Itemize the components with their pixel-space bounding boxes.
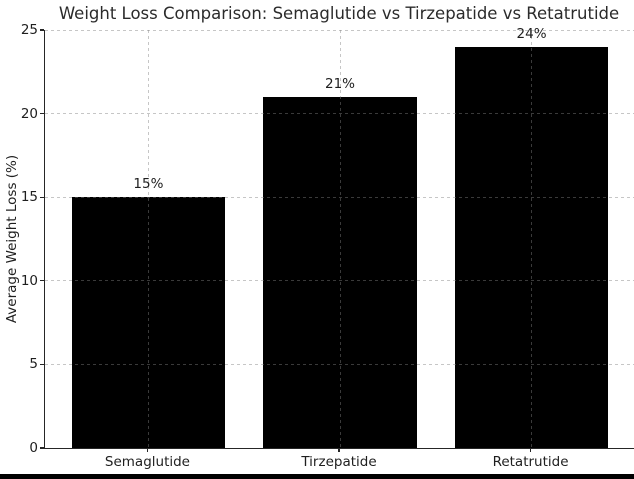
y-tick-mark-5	[39, 363, 44, 365]
plot-area: 15% 21% 24%	[44, 25, 634, 449]
gridline-x-tirzepatide	[339, 30, 341, 448]
gridline-y-5	[45, 363, 634, 365]
gridline-y-25	[45, 29, 634, 31]
bottom-edge-strip	[0, 474, 634, 479]
gridline-y-20	[45, 113, 634, 115]
bar-retatrutide	[454, 46, 609, 448]
x-tick-label-semaglutide: Semaglutide	[104, 454, 190, 470]
bar-value-label-tirzepatide: 21%	[324, 75, 356, 92]
y-tick-label-0: 0	[29, 440, 38, 456]
y-axis-label: Average Weight Loss (%)	[4, 154, 20, 324]
x-tick-mark-tirzepatide	[338, 448, 340, 452]
y-tick-label-20: 20	[20, 105, 38, 122]
y-tick-mark-15	[39, 196, 44, 198]
bar-value-label-semaglutide: 15%	[133, 176, 164, 193]
chart-title: Weight Loss Comparison: Semaglutide vs T…	[58, 4, 620, 23]
x-tick-label-tirzepatide: Tirzepatide	[301, 454, 377, 470]
x-tick-mark-semaglutide	[146, 448, 149, 452]
y-tick-mark-20	[39, 113, 44, 115]
x-tick-label-retatrutide: Retatrutide	[492, 454, 569, 470]
gridline-y-10	[45, 280, 634, 282]
bar-value-label-retatrutide: 24%	[516, 25, 547, 42]
gridline-y-15	[45, 196, 634, 198]
y-tick-mark-10	[39, 280, 44, 282]
y-tick-label-10: 10	[20, 272, 38, 289]
gridline-x-retatrutide	[531, 30, 533, 448]
x-tick-mark-retatrutide	[529, 448, 532, 452]
bar-semaglutide	[71, 197, 226, 448]
y-tick-label-25: 25	[20, 22, 38, 38]
y-tick-mark-0	[39, 447, 44, 449]
y-tick-label-5: 5	[29, 356, 38, 373]
gridline-x-semaglutide	[147, 30, 149, 448]
bar-tirzepatide	[263, 96, 417, 448]
y-tick-mark-25	[39, 29, 44, 31]
y-tick-label-15: 15	[20, 189, 38, 206]
